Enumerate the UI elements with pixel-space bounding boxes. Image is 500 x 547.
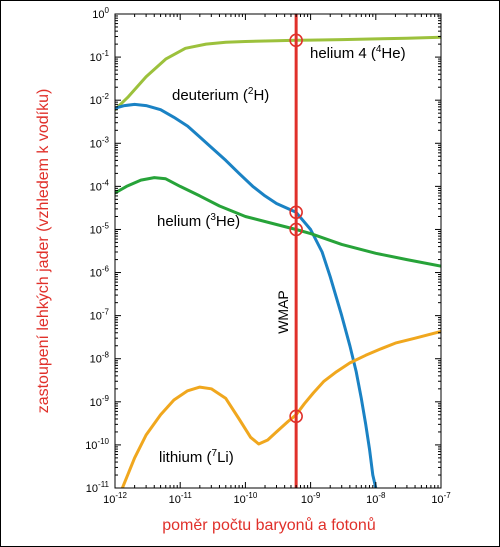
y-tick-label: 100 (92, 6, 109, 21)
plot-area-border (114, 13, 442, 489)
y-tick-label: 10-2 (90, 92, 110, 107)
x-tick-label: 10-12 (103, 491, 127, 506)
marker-helium4 (289, 33, 303, 48)
x-tick-label: 10-9 (301, 491, 321, 506)
y-tick-label: 10-10 (85, 437, 109, 452)
series-label-deuterium: deuterium (2H) (172, 86, 269, 104)
series-label-lithium: lithium (7Li) (159, 448, 234, 466)
marker-helium3 (289, 222, 303, 237)
y-tick-label: 10-5 (90, 221, 110, 236)
y-tick-label: 10-7 (90, 308, 110, 323)
y-tick-label: 10-11 (86, 480, 110, 495)
x-axis-title: poměr počtu baryonů a fotonů (162, 516, 375, 534)
y-tick-label: 10-6 (90, 265, 110, 280)
y-axis-title: zastoupení lehkých jader (vzhledem k vod… (35, 89, 52, 414)
series-line-deuterium (115, 102, 378, 488)
wmap-label: WMAP (275, 290, 291, 334)
x-tick-label: 10-8 (366, 491, 386, 506)
x-tick-label: 10-10 (233, 491, 257, 506)
y-tick-label: 10-4 (90, 178, 110, 193)
series-line-helium3 (115, 176, 441, 268)
marker-deuterium (289, 205, 303, 220)
y-tick-label: 10-3 (90, 135, 110, 150)
series-line-lithium (120, 329, 441, 488)
series-line-helium4 (115, 35, 441, 112)
series-label-helium3: helium (3He) (157, 212, 240, 230)
y-tick-label: 10-8 (90, 351, 110, 366)
y-tick-label: 10-1 (90, 49, 110, 64)
y-tick-label: 10-9 (90, 394, 110, 409)
series-label-helium4: helium 4 (4He) (310, 44, 406, 62)
x-tick-label: 10-7 (431, 491, 451, 506)
x-tick-label: 10-11 (169, 491, 193, 506)
marker-lithium (289, 409, 303, 424)
